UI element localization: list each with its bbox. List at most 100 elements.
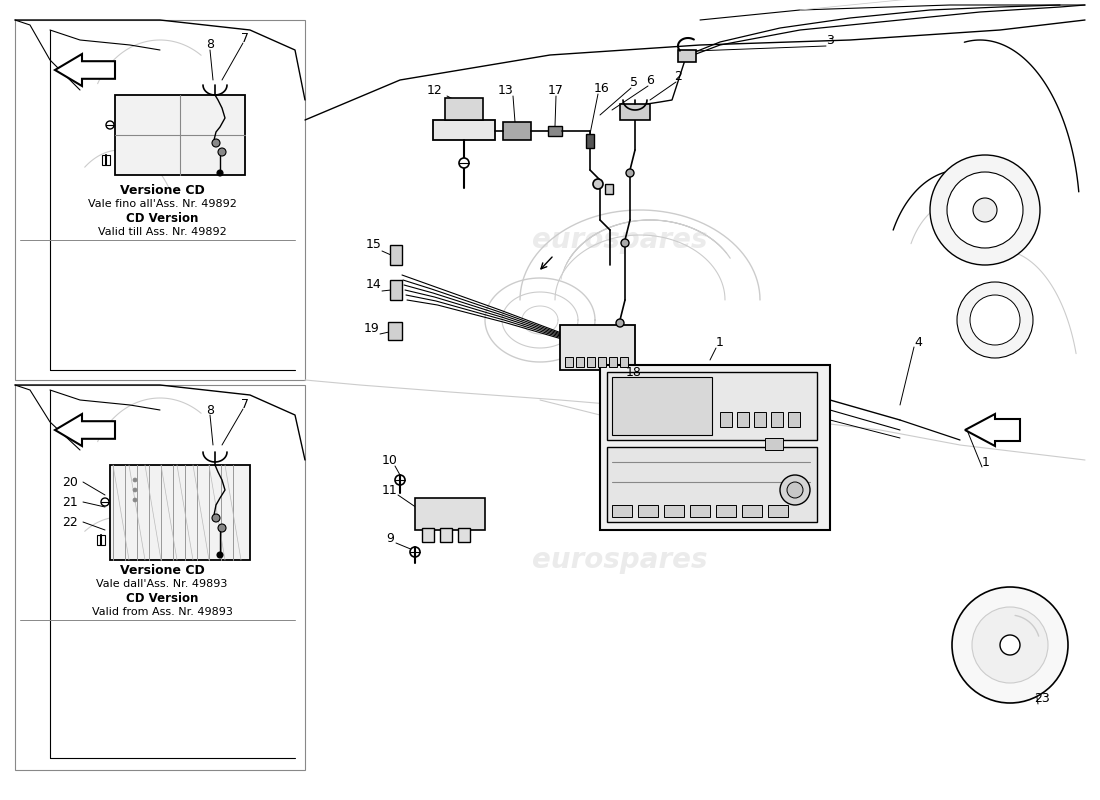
Bar [15,20,305,380]
Text: CD Version: CD Version [125,591,198,605]
Circle shape [212,514,220,522]
Text: 16: 16 [594,82,609,94]
Circle shape [217,170,223,176]
Bar [716,505,736,517]
Bar [503,122,531,140]
Circle shape [626,169,634,177]
Circle shape [930,155,1040,265]
Text: 11: 11 [382,483,398,497]
Bar [110,465,250,560]
Circle shape [1000,635,1020,655]
Bar [422,528,435,542]
Bar [638,505,658,517]
Text: 5: 5 [630,75,638,89]
Circle shape [786,482,803,498]
Text: 13: 13 [498,83,514,97]
Circle shape [212,139,220,147]
Bar [788,412,800,427]
Circle shape [217,552,223,558]
Circle shape [218,524,226,532]
Circle shape [947,172,1023,248]
Bar [440,528,452,542]
Circle shape [106,121,114,129]
Text: 8: 8 [206,38,214,51]
Bar [116,95,245,175]
Bar [609,357,617,367]
FancyArrow shape [55,414,116,446]
Text: 4: 4 [914,335,922,349]
Circle shape [395,475,405,485]
Text: 20: 20 [62,475,78,489]
Bar [415,498,485,530]
Text: 3: 3 [826,34,834,46]
Text: 1: 1 [716,335,724,349]
Bar [102,155,110,165]
Text: 18: 18 [626,366,642,378]
Circle shape [101,498,109,506]
Bar [620,357,628,367]
Bar [446,98,483,120]
Text: Vale dall'Ass. Nr. 49893: Vale dall'Ass. Nr. 49893 [97,579,228,589]
Text: 8: 8 [206,403,214,417]
Bar [771,412,783,427]
Text: 17: 17 [548,83,564,97]
Bar [586,134,594,148]
Circle shape [621,239,629,247]
Circle shape [616,319,624,327]
Bar [612,377,712,435]
Bar [605,184,613,194]
Text: eurospares: eurospares [77,546,253,574]
Text: 1: 1 [982,455,990,469]
Bar [737,412,749,427]
Bar [607,372,817,440]
Bar [754,412,766,427]
Text: Vale fino all'Ass. Nr. 49892: Vale fino all'Ass. Nr. 49892 [88,199,236,209]
Text: Valid from Ass. Nr. 49893: Valid from Ass. Nr. 49893 [91,607,232,617]
FancyArrow shape [965,414,1020,446]
Bar [678,50,696,62]
Text: 15: 15 [366,238,382,251]
Circle shape [459,158,469,168]
Text: eurospares: eurospares [77,226,253,254]
Bar [764,438,783,450]
Text: 2: 2 [674,70,682,82]
Bar [390,280,402,300]
Bar [768,505,788,517]
Bar [97,535,104,545]
Bar [607,447,817,522]
Bar [587,357,595,367]
Text: 6: 6 [646,74,653,86]
Text: Versione CD: Versione CD [120,183,205,197]
Circle shape [218,148,226,156]
Bar [458,528,470,542]
Circle shape [593,179,603,189]
Text: 22: 22 [62,515,78,529]
Circle shape [133,478,138,482]
Text: 9: 9 [386,531,394,545]
Bar [620,104,650,120]
Text: 23: 23 [1034,691,1049,705]
Bar [664,505,684,517]
Bar [600,365,830,530]
Circle shape [410,547,420,557]
Text: Valid till Ass. Nr. 49892: Valid till Ass. Nr. 49892 [98,227,227,237]
Bar [720,412,732,427]
Circle shape [974,198,997,222]
Bar [690,505,710,517]
Bar [390,245,402,265]
FancyArrow shape [55,54,116,86]
Circle shape [957,282,1033,358]
Text: 14: 14 [366,278,382,291]
Bar [598,357,606,367]
Circle shape [133,488,138,492]
Text: 10: 10 [382,454,398,466]
Bar [433,120,495,140]
Bar [576,357,584,367]
Bar [565,357,573,367]
Text: 7: 7 [241,31,249,45]
Bar [388,322,401,340]
Bar [548,126,562,136]
Bar [742,505,762,517]
Bar [612,505,632,517]
Text: 21: 21 [62,495,78,509]
